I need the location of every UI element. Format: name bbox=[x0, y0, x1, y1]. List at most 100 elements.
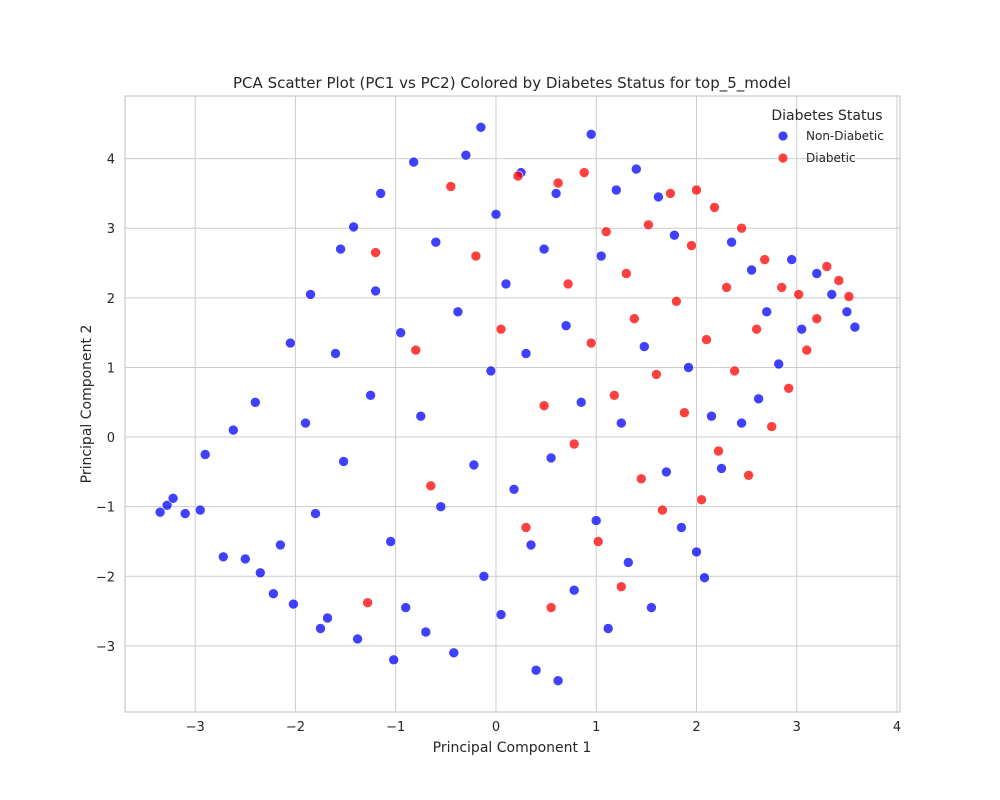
point-non-diabetic bbox=[452, 306, 464, 318]
point-non-diabetic bbox=[460, 149, 472, 161]
series-diabetic bbox=[362, 167, 855, 613]
point-non-diabetic bbox=[602, 623, 614, 634]
point-non-diabetic bbox=[348, 221, 359, 233]
point-non-diabetic bbox=[268, 588, 279, 600]
point-non-diabetic bbox=[490, 209, 502, 220]
x-tick-label: −2 bbox=[286, 720, 305, 735]
point-non-diabetic bbox=[796, 323, 808, 335]
point-diabetic bbox=[776, 282, 788, 293]
point-non-diabetic bbox=[622, 557, 634, 568]
point-diabetic bbox=[729, 365, 740, 377]
point-diabetic bbox=[665, 188, 676, 199]
point-diabetic bbox=[686, 240, 697, 251]
point-diabetic bbox=[568, 438, 580, 450]
point-non-diabetic bbox=[365, 389, 376, 401]
point-diabetic bbox=[643, 219, 654, 231]
point-non-diabetic bbox=[315, 623, 326, 634]
legend-label-diabetic: Diabetic bbox=[806, 151, 856, 165]
point-non-diabetic bbox=[525, 539, 537, 551]
point-diabetic bbox=[709, 202, 720, 213]
point-diabetic bbox=[628, 313, 640, 325]
point-non-diabetic bbox=[338, 456, 349, 467]
point-non-diabetic bbox=[300, 417, 311, 429]
point-non-diabetic bbox=[288, 598, 299, 610]
point-non-diabetic bbox=[218, 551, 229, 563]
point-non-diabetic bbox=[475, 122, 487, 133]
point-non-diabetic bbox=[375, 188, 387, 199]
point-non-diabetic bbox=[550, 188, 562, 199]
y-tick-label: −1 bbox=[96, 501, 115, 516]
point-non-diabetic bbox=[683, 362, 694, 373]
point-non-diabetic bbox=[706, 410, 717, 422]
point-diabetic bbox=[713, 445, 724, 457]
point-diabetic bbox=[833, 275, 845, 286]
point-non-diabetic bbox=[161, 499, 173, 511]
point-non-diabetic bbox=[615, 417, 627, 429]
point-non-diabetic bbox=[240, 553, 251, 565]
point-non-diabetic bbox=[485, 365, 497, 377]
point-non-diabetic bbox=[408, 156, 420, 168]
point-diabetic bbox=[370, 247, 381, 258]
point-diabetic bbox=[743, 469, 754, 481]
x-axis-label: Principal Component 1 bbox=[433, 740, 592, 756]
point-diabetic bbox=[615, 581, 627, 593]
point-diabetic bbox=[783, 382, 795, 394]
point-non-diabetic bbox=[595, 250, 607, 262]
point-non-diabetic bbox=[661, 466, 672, 478]
y-tick-label: −2 bbox=[96, 570, 115, 585]
point-non-diabetic bbox=[478, 570, 490, 582]
legend-marker-diabetic bbox=[777, 152, 789, 164]
point-non-diabetic bbox=[420, 626, 432, 638]
x-tick-label: 4 bbox=[893, 720, 901, 735]
point-diabetic bbox=[562, 278, 574, 290]
point-diabetic bbox=[425, 480, 437, 492]
point-diabetic bbox=[721, 282, 732, 293]
point-non-diabetic bbox=[653, 191, 664, 203]
point-non-diabetic bbox=[305, 289, 316, 300]
point-non-diabetic bbox=[430, 236, 442, 248]
point-non-diabetic bbox=[468, 459, 480, 471]
point-diabetic bbox=[592, 536, 604, 547]
grid bbox=[125, 96, 900, 712]
point-non-diabetic bbox=[530, 664, 542, 676]
point-non-diabetic bbox=[370, 285, 381, 297]
point-non-diabetic bbox=[676, 522, 687, 533]
point-non-diabetic bbox=[849, 321, 861, 333]
point-diabetic bbox=[620, 268, 632, 279]
point-diabetic bbox=[696, 494, 707, 506]
point-diabetic bbox=[552, 177, 564, 189]
point-non-diabetic bbox=[199, 449, 211, 460]
point-diabetic bbox=[362, 597, 373, 609]
point-non-diabetic bbox=[352, 633, 363, 645]
point-non-diabetic bbox=[646, 602, 657, 613]
point-diabetic bbox=[759, 254, 771, 265]
point-diabetic bbox=[538, 400, 550, 412]
legend-marker-non-diabetic bbox=[777, 130, 789, 142]
point-diabetic bbox=[600, 226, 612, 237]
plot-area bbox=[124, 95, 901, 713]
point-diabetic bbox=[811, 313, 823, 325]
point-non-diabetic bbox=[746, 264, 757, 276]
point-non-diabetic bbox=[228, 424, 239, 436]
point-non-diabetic bbox=[826, 289, 838, 300]
point-diabetic bbox=[445, 181, 457, 192]
y-axis-label: Principal Component 2 bbox=[79, 325, 95, 484]
point-non-diabetic bbox=[669, 229, 680, 241]
series-non-diabetic bbox=[154, 122, 861, 687]
point-diabetic bbox=[843, 291, 855, 302]
point-non-diabetic bbox=[538, 243, 550, 255]
point-non-diabetic bbox=[552, 675, 564, 687]
point-non-diabetic bbox=[545, 452, 557, 464]
y-tick-label: 1 bbox=[107, 361, 115, 376]
point-non-diabetic bbox=[590, 515, 602, 526]
point-diabetic bbox=[701, 334, 712, 345]
point-diabetic bbox=[410, 344, 422, 356]
point-non-diabetic bbox=[630, 163, 642, 175]
point-diabetic bbox=[512, 170, 524, 182]
x-tick-label: 2 bbox=[692, 720, 700, 735]
point-non-diabetic bbox=[395, 327, 407, 339]
point-diabetic bbox=[691, 184, 702, 196]
point-non-diabetic bbox=[435, 501, 447, 513]
point-non-diabetic bbox=[250, 396, 261, 408]
point-diabetic bbox=[793, 289, 805, 300]
